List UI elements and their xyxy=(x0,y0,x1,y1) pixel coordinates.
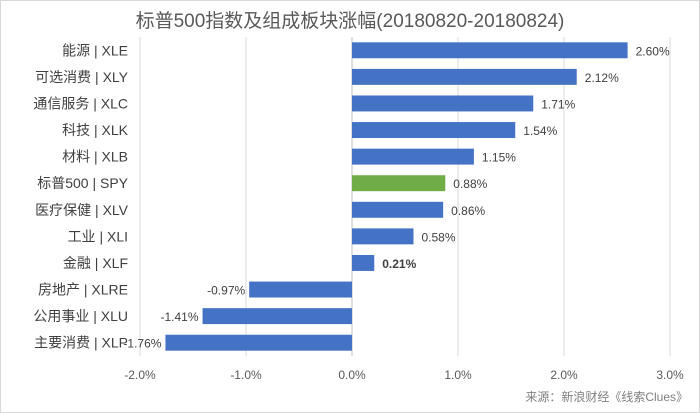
x-tick-label: -2.0% xyxy=(124,368,156,382)
value-label: 2.60% xyxy=(636,44,670,58)
x-tick-label: 2.0% xyxy=(550,368,578,382)
value-label: 0.58% xyxy=(421,230,455,244)
value-label: 0.21% xyxy=(382,257,416,271)
bar xyxy=(352,122,516,139)
bar xyxy=(202,308,352,325)
category-label: 能源 | XLE xyxy=(62,42,128,58)
bar xyxy=(352,95,534,112)
value-label: 2.12% xyxy=(585,71,619,85)
bar xyxy=(352,201,444,218)
category-label: 科技 | XLK xyxy=(62,122,129,138)
x-tick-label: -1.0% xyxy=(230,368,262,382)
bar xyxy=(352,42,628,59)
value-label: 1.71% xyxy=(541,97,575,111)
value-label: 1.54% xyxy=(523,124,557,138)
value-label: 1.15% xyxy=(482,151,516,165)
category-label: 通信服务 | XLC xyxy=(33,95,128,111)
x-tick-label: 3.0% xyxy=(656,368,684,382)
bar xyxy=(249,281,352,298)
x-tick-label: 0.0% xyxy=(338,368,366,382)
value-label: -1.41% xyxy=(161,310,199,324)
category-label: 材料 | XLB xyxy=(62,149,128,165)
gridlines xyxy=(139,37,671,356)
bar xyxy=(352,254,375,271)
category-label: 金融 | XLF xyxy=(63,255,128,271)
category-label: 医疗保健 | XLV xyxy=(35,202,129,218)
source-note: 来源：新浪财经《线索Clues》 xyxy=(525,390,688,404)
bar xyxy=(352,148,474,165)
bar xyxy=(352,175,446,192)
category-label: 主要消费 | XLP xyxy=(34,335,128,351)
value-label: -1.76% xyxy=(123,337,161,351)
bars xyxy=(165,42,628,351)
bar xyxy=(352,228,414,245)
labels: -2.0% -1.0% 0.0% 1.0% 2.0% 3.0% 能源 | XLE 2.60% 可… xyxy=(33,42,684,382)
category-label: 公用事业 | XLU xyxy=(33,308,128,324)
value-label: 0.88% xyxy=(453,177,487,191)
category-label: 可选消费 | XLY xyxy=(35,69,129,85)
x-tick-label: 1.0% xyxy=(444,368,472,382)
chart-title: 标普500指数及组成板块涨幅(20180820-20180824) xyxy=(135,11,565,32)
category-label: 工业 | XLI xyxy=(68,228,128,244)
value-label: -0.97% xyxy=(207,284,245,298)
category-label: 标普500 | SPY xyxy=(37,175,128,191)
bar xyxy=(352,68,577,85)
value-label: 0.86% xyxy=(451,204,485,218)
category-label: 房地产 | XLRE xyxy=(38,282,128,298)
bar xyxy=(165,334,352,351)
